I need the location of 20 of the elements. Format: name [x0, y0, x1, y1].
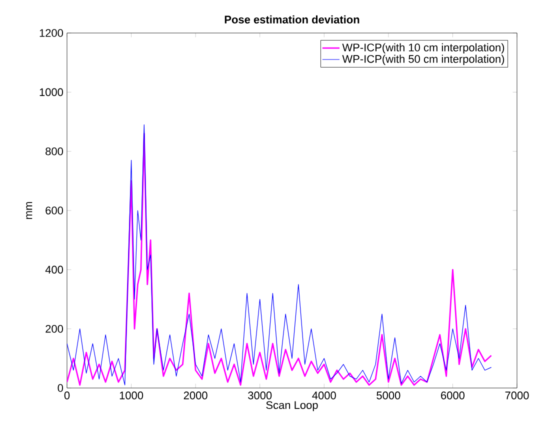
x-tick-label: 5000 — [376, 392, 400, 400]
y-tick-label: 800 — [46, 147, 64, 156]
x-tick-label: 0 — [64, 392, 70, 400]
y-tick-label: 600 — [46, 206, 64, 214]
x-tick-label: 1000 — [120, 392, 144, 400]
x-axis-title: Scan Loop — [266, 401, 318, 412]
x-tick-label: 4000 — [312, 392, 336, 400]
y-tick-label: 200 — [46, 324, 64, 333]
x-tick-label: 3000 — [248, 392, 272, 400]
y-tick-label: 1200 — [40, 29, 64, 37]
legend-label: WP-ICP(with 10 cm interpolation) — [342, 43, 504, 54]
y-tick-label: 0 — [58, 384, 64, 392]
x-tick-label: 2000 — [184, 392, 208, 400]
y-axis-title: mm — [26, 202, 32, 219]
x-tick-label: 6000 — [441, 392, 465, 400]
y-tick-label: 400 — [45, 266, 64, 274]
y-tick-label: 1000 — [40, 88, 64, 96]
chart-title: Pose estimation deviation — [224, 15, 360, 24]
legend-label: WP-ICP(with 50 cm interpolation) — [342, 54, 504, 66]
x-tick-label: 7000 — [505, 392, 529, 400]
